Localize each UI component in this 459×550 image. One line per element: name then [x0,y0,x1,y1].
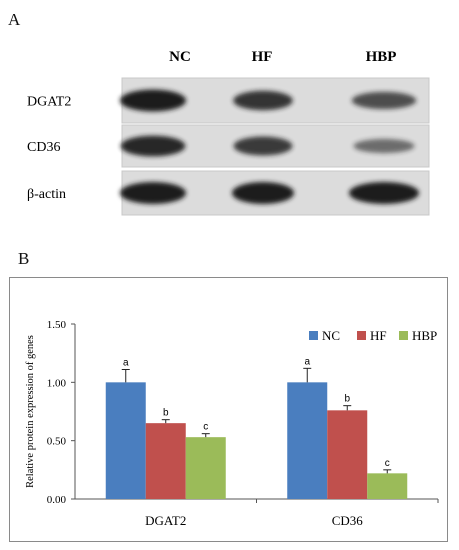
significance-letter: c [385,458,390,469]
blot-band-dgat2-hf [233,90,293,111]
panel-b-label: B [18,249,30,268]
blot-band-dgat2-hbp [351,91,417,110]
bar-hf-dgat2 [145,423,186,499]
y-axis-label: Relative protein expression of genes [25,335,36,488]
x-tick-label: CD36 [332,513,364,528]
legend-swatch-hf [357,331,366,340]
blot-band-cd36-hbp [353,138,415,154]
bar-hf-cd36 [327,410,368,499]
blot-row-label: CD36 [27,140,60,155]
bar-hbp-cd36 [367,473,408,499]
legend-label-hf: HF [370,328,387,343]
lane-label-hbp: HBP [366,49,397,65]
y-tick-label: 0.00 [47,494,67,506]
y-tick-label: 1.50 [47,319,67,331]
legend-label-nc: NC [322,328,340,343]
legend-swatch-hbp [399,331,408,340]
significance-letter: a [123,358,129,369]
y-tick-label: 0.50 [47,436,67,448]
legend-label-hbp: HBP [412,328,437,343]
blot-band-dgat2-nc [120,89,186,112]
western-blot: NC HF HBP DGAT2 CD36 β-actin [27,49,430,216]
blot-band-cd36-hf [233,136,293,156]
bar-nc-dgat2 [105,382,146,499]
blot-band-actin-hf [232,182,294,204]
blot-band-actin-nc [120,182,186,204]
blot-row-label: β-actin [27,187,66,202]
blot-row-label: DGAT2 [27,95,71,110]
significance-letter: c [203,422,208,433]
lane-label-hf: HF [252,49,273,65]
lane-label-nc: NC [169,49,191,65]
x-tick-label: DGAT2 [145,513,186,528]
legend-swatch-nc [309,331,318,340]
significance-letter: b [344,394,350,405]
panel-a-label: A [8,10,21,29]
significance-letter: a [304,356,310,367]
chart-frame [9,277,448,542]
bar-nc-cd36 [287,382,328,499]
y-tick-label: 1.00 [47,377,67,389]
blot-band-actin-hbp [349,182,419,204]
significance-letter: b [163,408,169,419]
bar-hbp-dgat2 [185,437,226,499]
blot-band-cd36-nc [120,135,186,157]
